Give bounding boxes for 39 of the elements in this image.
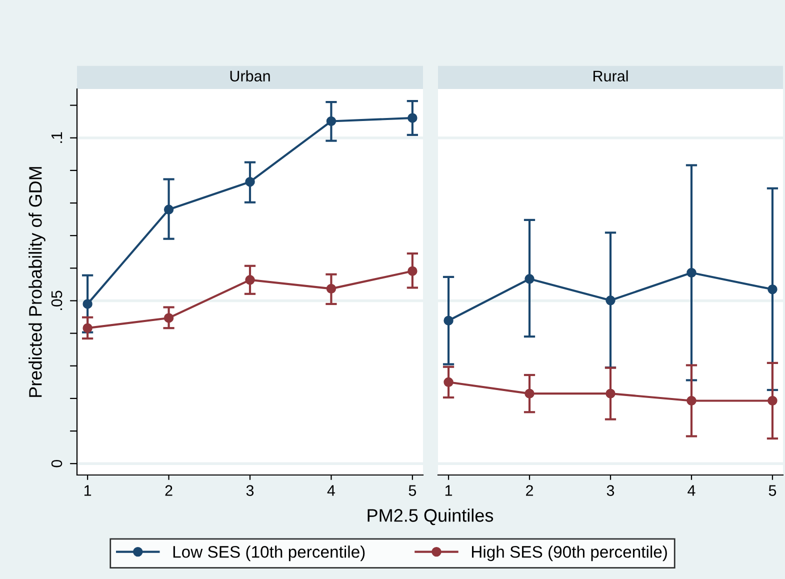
- x-axis-title: PM2.5 Quintiles: [368, 508, 494, 526]
- x-tick-label: 3: [606, 485, 614, 496]
- point: [245, 176, 255, 187]
- point: [164, 313, 174, 323]
- legend-label: Low SES (10th percentile): [173, 546, 365, 562]
- point: [408, 113, 418, 123]
- point: [82, 299, 92, 309]
- x-tick-label: 3: [246, 485, 254, 496]
- point: [524, 388, 534, 398]
- x-tick-label: 1: [445, 485, 452, 496]
- point: [444, 377, 454, 388]
- point: [606, 296, 616, 306]
- x-tick-label: 5: [408, 485, 416, 496]
- point: [82, 323, 92, 333]
- point: [326, 116, 336, 126]
- point: [686, 268, 696, 278]
- chart-title: Urban: [230, 70, 270, 82]
- y-tick-label: 0: [51, 460, 62, 468]
- x-tick-label: 1: [84, 485, 92, 496]
- point: [768, 396, 778, 406]
- point: [444, 316, 454, 326]
- point: [326, 284, 336, 294]
- point: [524, 274, 534, 284]
- x-tick-label: 4: [688, 485, 696, 496]
- point: [245, 275, 255, 285]
- y-axis-title: Predicted Probability of GDM: [28, 167, 46, 397]
- x-tick-label: 5: [768, 485, 776, 496]
- y-tick-label: .05: [51, 290, 62, 310]
- x-tick-label: 4: [327, 485, 336, 496]
- x-tick-label: 2: [165, 485, 172, 496]
- legend-label: High SES (90th percentile): [472, 546, 667, 562]
- chart-title: Rural: [594, 70, 628, 82]
- point: [164, 204, 174, 214]
- x-tick-label: 2: [526, 485, 533, 496]
- y-tick-label: .1: [52, 132, 62, 143]
- point: [408, 266, 418, 276]
- point: [606, 388, 616, 398]
- point: [686, 396, 696, 406]
- point: [768, 284, 778, 294]
